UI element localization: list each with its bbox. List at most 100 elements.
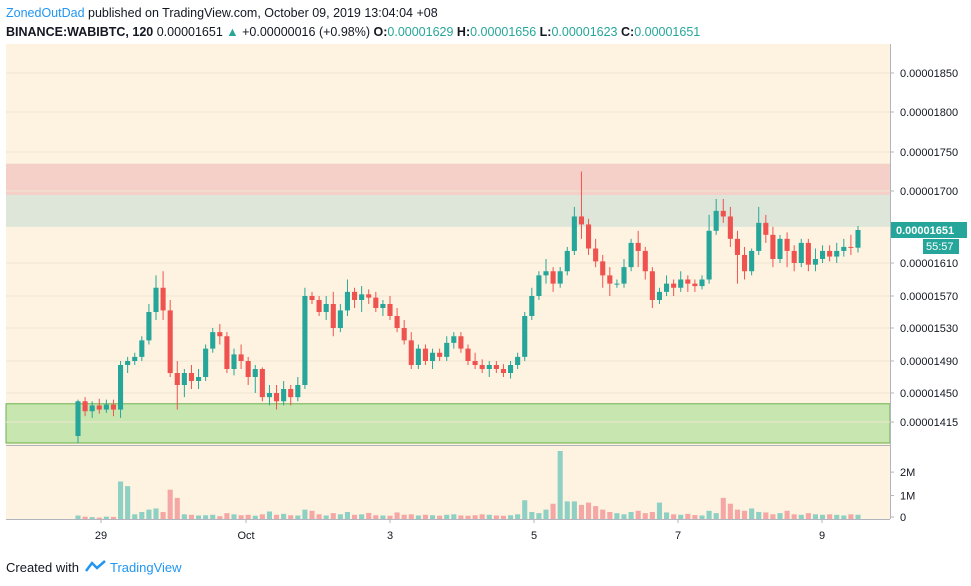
candle-body [550, 271, 556, 284]
candle-body [96, 405, 102, 410]
volume-bar [472, 515, 478, 519]
volume-bar [75, 515, 81, 519]
volume-bar [784, 510, 790, 519]
volume-bar [727, 503, 733, 519]
price-tick-label: 0.00001850 [900, 68, 958, 80]
last-price: 0.00001651 [156, 25, 223, 39]
volume-bar [855, 514, 861, 519]
time-tick-label: 3 [387, 530, 393, 542]
candle-body [536, 275, 542, 296]
volume-bar [224, 513, 230, 519]
candle-body [791, 250, 797, 263]
volume-bar [543, 509, 549, 519]
candle-body [75, 401, 81, 436]
zones-layer [5, 163, 891, 444]
candle-body [564, 250, 570, 272]
last-price-badge [891, 222, 967, 238]
candle-body [266, 393, 273, 398]
candle-body [195, 377, 202, 381]
volume-bar [756, 511, 762, 519]
volume-bar [259, 514, 265, 519]
candle-body [486, 365, 492, 369]
tradingview-brand[interactable]: TradingView [109, 560, 182, 575]
time-tick-label: 7 [675, 530, 681, 542]
volume-bar [96, 517, 102, 519]
volume-bar [734, 509, 741, 519]
volume-bar [507, 515, 514, 519]
candle-body [139, 340, 145, 357]
candle-body [749, 250, 755, 272]
candle-body [174, 373, 180, 385]
candle-body [181, 373, 187, 385]
candle-body [493, 365, 499, 369]
candle-body [585, 224, 592, 249]
time-tick-label: 9 [819, 530, 825, 542]
candle-body [784, 238, 790, 251]
volume-bar [741, 510, 748, 519]
footer: Created with TradingView [6, 560, 182, 575]
candle-body [146, 312, 152, 341]
volume-bar [635, 510, 641, 519]
candle-body [309, 296, 315, 300]
volume-bar [798, 514, 804, 519]
volume-bar [387, 515, 393, 519]
candle-body [252, 369, 258, 377]
low-value: 0.00001623 [551, 25, 618, 39]
volume-bar [663, 512, 670, 519]
volume-bar [309, 510, 315, 519]
price-tick-label: 0.00001750 [900, 147, 958, 159]
high-value: 0.00001656 [470, 25, 537, 39]
volume-bar [699, 515, 705, 519]
candle-body [798, 242, 804, 263]
volume-bar [465, 515, 471, 519]
volume-bar [380, 515, 386, 519]
candle-body [408, 340, 414, 365]
candle-body [451, 336, 457, 343]
candle-body [770, 234, 776, 259]
candle-body [89, 405, 95, 412]
candle-body [543, 271, 549, 276]
volume-bar [805, 513, 811, 519]
volume-bar [302, 509, 308, 519]
symbol-label: BINANCE:WABIBTC, 120 [6, 25, 154, 39]
volume-bar [656, 502, 663, 519]
candle-body [578, 216, 585, 225]
candle-body [429, 352, 436, 361]
candle-body [415, 348, 421, 365]
candle-body [522, 316, 528, 357]
close-value: 0.00001651 [634, 25, 701, 39]
candle-body [727, 216, 733, 239]
volume-bar [337, 514, 343, 519]
price-tick-label: 0.00001700 [900, 186, 958, 198]
volume-bar [429, 515, 436, 519]
candle-body [366, 294, 372, 298]
candle-body [741, 254, 748, 272]
candle-body [167, 310, 173, 373]
candles-layer [75, 171, 861, 443]
volume-bar [316, 514, 322, 519]
candle-body [834, 250, 840, 257]
candle-body [103, 404, 109, 410]
author-name[interactable]: ZonedOutDad [6, 6, 85, 20]
volume-bar [649, 511, 655, 519]
high-label: H: [456, 25, 471, 39]
price-tick-label: 0.00001530 [900, 323, 958, 335]
candle-body [188, 373, 195, 381]
volume-bar [110, 516, 117, 519]
candle-body [153, 287, 159, 312]
candle-body [323, 304, 329, 312]
volume-bar [777, 513, 783, 519]
candle-body [316, 300, 322, 312]
volume-bar [330, 513, 336, 519]
candle-body [692, 283, 698, 287]
price-tick-label: 0.00001610 [900, 258, 958, 270]
volume-bar [174, 497, 180, 519]
candle-body [642, 250, 648, 272]
candle-body [444, 342, 450, 357]
volume-bar [720, 497, 726, 519]
volume-bar [550, 503, 556, 519]
volume-bar [621, 514, 627, 519]
candle-body [259, 369, 265, 398]
candle-body [472, 361, 478, 365]
